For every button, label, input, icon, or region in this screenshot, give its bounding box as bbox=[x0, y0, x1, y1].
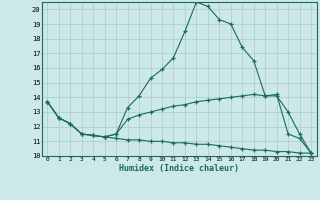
X-axis label: Humidex (Indice chaleur): Humidex (Indice chaleur) bbox=[119, 164, 239, 173]
